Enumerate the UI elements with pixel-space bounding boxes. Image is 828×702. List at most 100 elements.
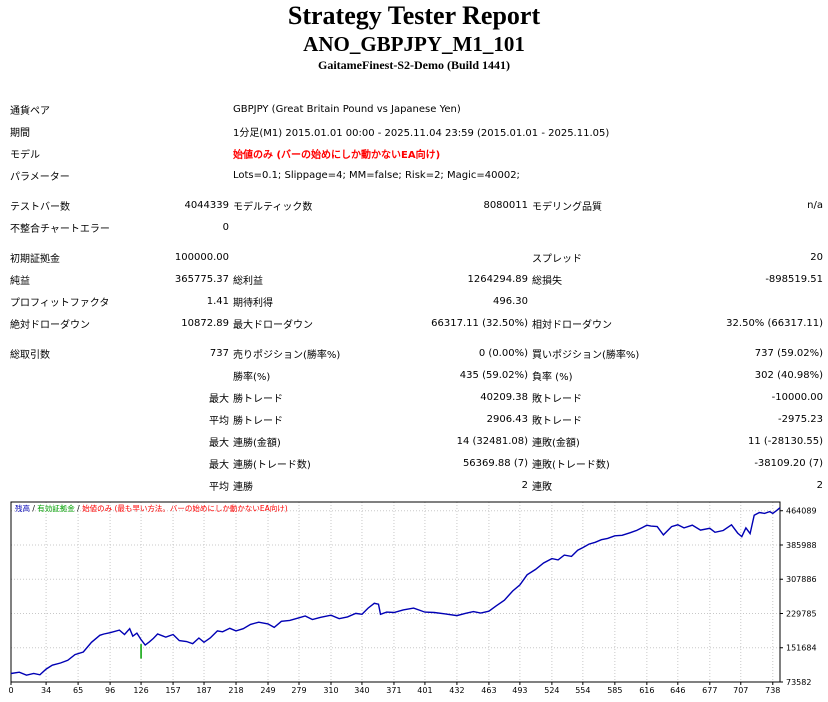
y-tick-label: 385988 xyxy=(786,541,817,550)
initial-deposit-value: 100000.00 xyxy=(174,251,229,263)
long-pos-label: 買いポジション(勝率%) xyxy=(532,349,640,361)
legend-separator: / xyxy=(75,504,82,513)
report-title: Strategy Tester Report xyxy=(287,1,541,30)
x-tick-label: 401 xyxy=(417,686,432,695)
max-consec-losses-label: 連敗(金額) xyxy=(532,437,580,449)
test-bars-value: 4044339 xyxy=(184,199,229,211)
legend-separator: / xyxy=(30,504,37,513)
x-tick-label: 463 xyxy=(481,686,496,695)
max-consec-losses-value: 11 (-28130.55) xyxy=(747,435,823,447)
largest-loss-value: -10000.00 xyxy=(771,391,823,403)
x-tick-label: 157 xyxy=(165,686,180,695)
row-deposit: 初期証拠金 100000.00 スプレッド 20 xyxy=(8,246,825,268)
y-tick-label: 307886 xyxy=(786,575,817,584)
max-consec-loss-label: 連敗(トレード数) xyxy=(532,459,610,471)
legend-item: 残高 xyxy=(15,503,30,513)
abs-dd-label: 絶対ドローダウン xyxy=(10,319,90,331)
plot-frame xyxy=(10,501,781,683)
x-tick-label: 279 xyxy=(291,686,306,695)
x-tick-label: 249 xyxy=(260,686,275,695)
row-model: モデル 始値のみ (バーの始めにしか動かないEA向け) xyxy=(8,142,825,164)
x-tick-label: 218 xyxy=(228,686,243,695)
long-pos-value: 737 (59.02%) xyxy=(754,347,823,359)
max-label: 最大 xyxy=(209,459,229,471)
profit-factor-label: プロフィットファクタ xyxy=(10,297,110,309)
abs-dd-value: 10872.89 xyxy=(181,317,229,329)
chart-background xyxy=(9,500,823,700)
x-tick-label: 646 xyxy=(670,686,685,695)
x-tick-label: 616 xyxy=(639,686,654,695)
spread-label: スプレッド xyxy=(532,253,582,265)
largest-loss-label: 敗トレード xyxy=(532,393,582,405)
row-mismatch: 不整合チャートエラー 0 xyxy=(8,216,825,238)
row-winrate: 勝率(%) 435 (59.02%) 負率 (%) 302 (40.98%) xyxy=(8,364,825,386)
rel-dd-label: 相対ドローダウン xyxy=(532,319,612,331)
params-label: パラメーター xyxy=(10,171,70,183)
avg-consec-wins-label: 連勝 xyxy=(233,481,253,493)
short-pos-value: 0 (0.00%) xyxy=(478,347,528,359)
row-consec-wins: 最大 連勝(金額) 14 (32481.08) 連敗(金額) 11 (-2813… xyxy=(8,430,825,452)
gross-profit-value: 1264294.89 xyxy=(467,273,528,285)
row-params: パラメーター Lots=0.1; Slippage=4; MM=false; R… xyxy=(8,164,825,186)
y-tick-label: 151684 xyxy=(786,644,817,653)
expected-payoff-value: 496.30 xyxy=(493,295,528,307)
avg-consec-wins-value: 2 xyxy=(521,479,528,491)
x-tick-label: 738 xyxy=(765,686,780,695)
params-value: Lots=0.1; Slippage=4; MM=false; Risk=2; … xyxy=(233,169,520,181)
max-dd-label: 最大ドローダウン xyxy=(233,319,313,331)
avg-label: 平均 xyxy=(209,481,229,493)
initial-deposit-label: 初期証拠金 xyxy=(10,253,60,265)
x-tick-label: 707 xyxy=(733,686,748,695)
max-consec-wins-value: 14 (32481.08) xyxy=(456,435,528,447)
expected-payoff-label: 期待利得 xyxy=(233,297,273,309)
model-quality-label: モデリング品質 xyxy=(532,201,602,213)
profit-factor-value: 1.41 xyxy=(206,295,229,307)
symbol-label: 通貨ペア xyxy=(10,105,50,117)
max-label: 最大 xyxy=(209,393,229,405)
x-tick-label: 432 xyxy=(449,686,464,695)
short-pos-label: 売りポジション(勝率%) xyxy=(233,349,341,361)
largest-win-value: 40209.38 xyxy=(480,391,528,403)
gross-profit-label: 総利益 xyxy=(233,275,263,287)
rel-dd-value: 32.50% (66317.11) xyxy=(726,317,823,329)
row-period: 期間 1分足(M1) 2015.01.01 00:00 - 2025.11.04… xyxy=(8,120,825,142)
avg-loss-label: 敗トレード xyxy=(532,415,582,427)
x-tick-label: 340 xyxy=(354,686,369,695)
y-tick-label: 73582 xyxy=(786,678,811,687)
avg-win-value: 2906.43 xyxy=(486,413,528,425)
legend-item: 始値のみ (最も早い方法。バーの始めにしか動かないEA向け) xyxy=(82,503,288,513)
row-consec-profit: 最大 連勝(トレード数) 56369.88 (7) 連敗(トレード数) -381… xyxy=(8,452,825,474)
max-dd-value: 66317.11 (32.50%) xyxy=(431,317,528,329)
win-rate-value: 435 (59.02%) xyxy=(459,369,528,381)
period-value: 1分足(M1) 2015.01.01 00:00 - 2025.11.04 23… xyxy=(233,127,610,139)
avg-consec-losses-label: 連敗 xyxy=(532,481,552,493)
row-bars: テストバー数 4044339 モデルティック数 8080011 モデリング品質 … xyxy=(8,194,825,216)
row-average: 平均 勝トレード 2906.43 敗トレード -2975.23 xyxy=(8,408,825,430)
chart-legend: 残高 / 有効証拠金 / 始値のみ (最も早い方法。バーの始めにしか動かないEA… xyxy=(15,503,288,513)
x-tick-label: 554 xyxy=(575,686,590,695)
gross-loss-value: -898519.51 xyxy=(765,273,823,285)
largest-win-label: 勝トレード xyxy=(233,393,283,405)
total-trades-value: 737 xyxy=(209,347,229,359)
row-avg-consec: 平均 連勝 2 連敗 2 xyxy=(8,474,825,496)
x-tick-label: 371 xyxy=(386,686,401,695)
net-profit-label: 純益 xyxy=(10,275,30,287)
model-label: モデル xyxy=(10,149,40,161)
total-trades-label: 総取引数 xyxy=(10,349,50,361)
avg-consec-losses-value: 2 xyxy=(816,479,823,491)
x-tick-label: 677 xyxy=(702,686,717,695)
max-consec-loss-value: -38109.20 (7) xyxy=(754,457,823,469)
max-consec-wins-label: 連勝(金額) xyxy=(233,437,281,449)
max-consec-profit-value: 56369.88 (7) xyxy=(462,457,528,469)
row-drawdown: 絶対ドローダウン 10872.89 最大ドローダウン 66317.11 (32.… xyxy=(8,312,825,334)
row-largest: 最大 勝トレード 40209.38 敗トレード -10000.00 xyxy=(8,386,825,408)
max-consec-profit-label: 連勝(トレード数) xyxy=(233,459,311,471)
mismatch-value: 0 xyxy=(222,221,229,233)
row-profit: 純益 365775.37 総利益 1264294.89 総損失 -898519.… xyxy=(8,268,825,290)
y-tick-label: 464089 xyxy=(786,507,817,516)
x-tick-label: 310 xyxy=(323,686,338,695)
row-symbol: 通貨ペア GBPJPY (Great Britain Pound vs Japa… xyxy=(8,98,825,120)
report-header: Strategy Tester Report ANO_GBPJPY_M1_101… xyxy=(0,1,828,73)
loss-rate-label: 負率 (%) xyxy=(532,371,573,383)
row-trades: 総取引数 737 売りポジション(勝率%) 0 (0.00%) 買いポジション(… xyxy=(8,342,825,364)
